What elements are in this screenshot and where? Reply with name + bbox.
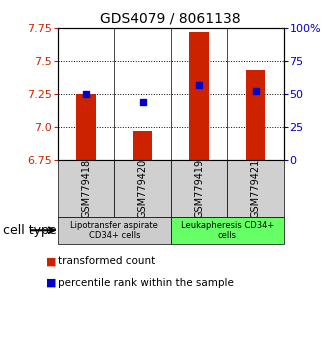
Bar xyxy=(133,131,152,160)
Text: Leukapheresis CD34+
cells: Leukapheresis CD34+ cells xyxy=(181,221,274,240)
Bar xyxy=(171,217,284,244)
Bar xyxy=(76,94,96,160)
Text: GSM779421: GSM779421 xyxy=(250,159,261,218)
Bar xyxy=(227,160,284,217)
Bar xyxy=(58,160,114,217)
Text: percentile rank within the sample: percentile rank within the sample xyxy=(58,278,234,287)
Bar xyxy=(58,217,171,244)
Bar xyxy=(246,70,265,160)
Bar xyxy=(171,160,227,217)
Text: GSM779419: GSM779419 xyxy=(194,159,204,218)
Title: GDS4079 / 8061138: GDS4079 / 8061138 xyxy=(100,12,241,26)
Text: GSM779418: GSM779418 xyxy=(81,159,91,218)
Bar xyxy=(189,32,209,160)
Text: ■: ■ xyxy=(46,256,57,266)
Text: transformed count: transformed count xyxy=(58,256,155,266)
Text: GSM779420: GSM779420 xyxy=(138,159,148,218)
Text: ■: ■ xyxy=(46,278,57,287)
Text: cell type: cell type xyxy=(3,224,57,237)
Text: Lipotransfer aspirate
CD34+ cells: Lipotransfer aspirate CD34+ cells xyxy=(70,221,158,240)
Bar xyxy=(114,160,171,217)
